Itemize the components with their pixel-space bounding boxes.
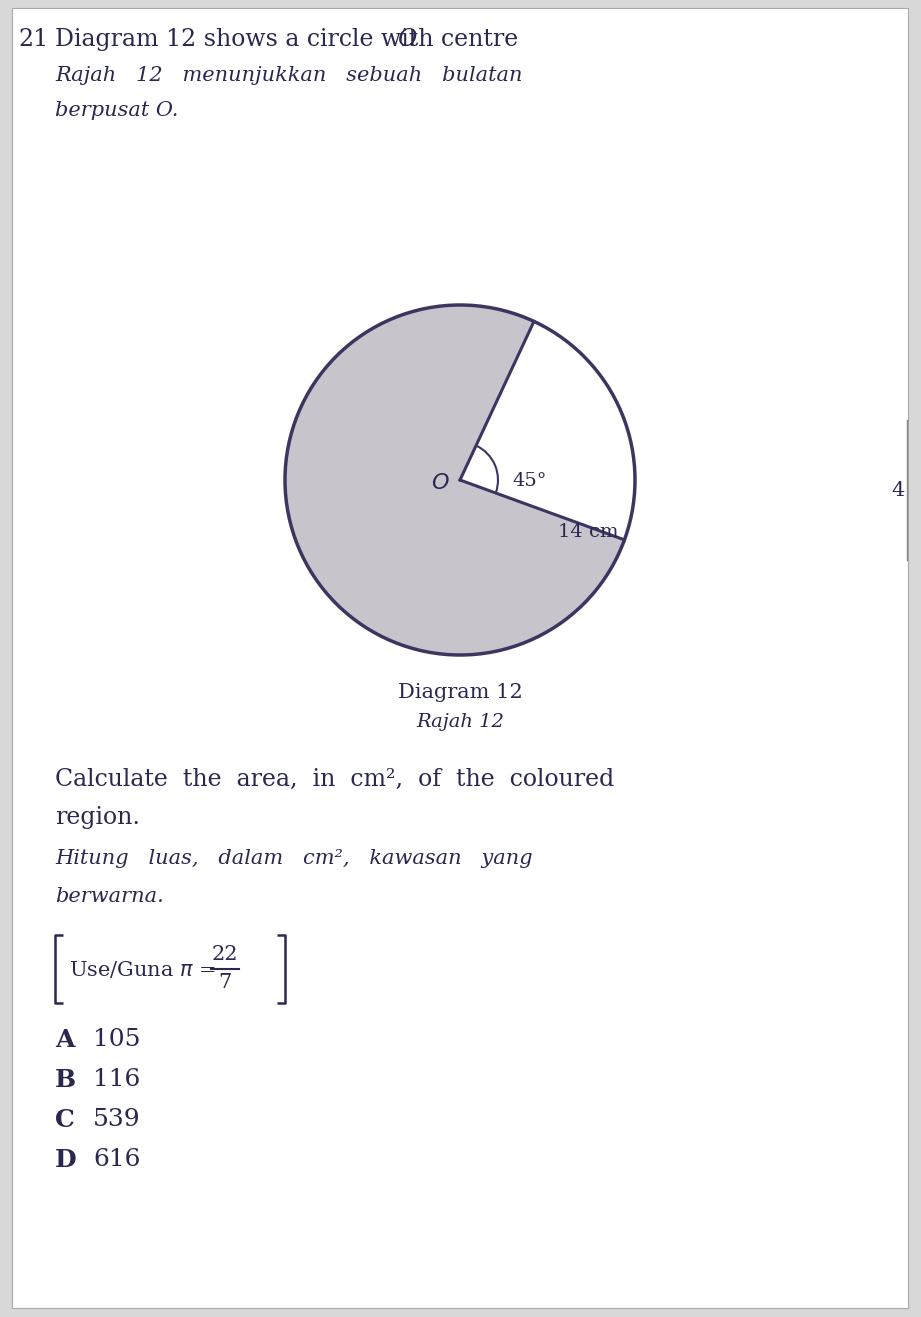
Text: D: D	[55, 1148, 76, 1172]
Text: Diagram 12: Diagram 12	[398, 684, 522, 702]
Text: $O$: $O$	[431, 471, 449, 494]
Circle shape	[285, 306, 635, 655]
Text: 105: 105	[93, 1029, 141, 1051]
Text: A: A	[55, 1029, 75, 1052]
Text: Calculate  the  area,  in  cm²,  of  the  coloured: Calculate the area, in cm², of the colou…	[55, 768, 614, 792]
Text: Hitung   luas,   dalam   cm²,   kawasan   yang: Hitung luas, dalam cm², kawasan yang	[55, 849, 532, 868]
Text: 45°: 45°	[512, 471, 546, 490]
Text: 7: 7	[218, 973, 231, 993]
Text: Diagram 12 shows a circle with centre: Diagram 12 shows a circle with centre	[55, 28, 526, 51]
Text: Rajah 12: Rajah 12	[416, 712, 504, 731]
Text: berwarna.: berwarna.	[55, 888, 164, 906]
Text: 616: 616	[93, 1148, 141, 1171]
Text: 14 cm: 14 cm	[558, 523, 619, 541]
Text: 116: 116	[93, 1068, 140, 1090]
Text: 22: 22	[212, 946, 239, 964]
Text: region.: region.	[55, 806, 140, 828]
Text: O: O	[397, 28, 416, 51]
Text: Rajah   12   menunjukkan   sebuah   bulatan: Rajah 12 menunjukkan sebuah bulatan	[55, 66, 522, 86]
Text: 21: 21	[18, 28, 48, 51]
Text: Use/Guna $\pi$ =: Use/Guna $\pi$ =	[69, 959, 216, 980]
Text: berpusat O.: berpusat O.	[55, 101, 179, 120]
Text: .: .	[408, 28, 415, 51]
Text: C: C	[55, 1108, 75, 1133]
Wedge shape	[460, 321, 635, 540]
Text: 4: 4	[892, 481, 905, 499]
Text: B: B	[55, 1068, 76, 1092]
Text: 539: 539	[93, 1108, 141, 1131]
